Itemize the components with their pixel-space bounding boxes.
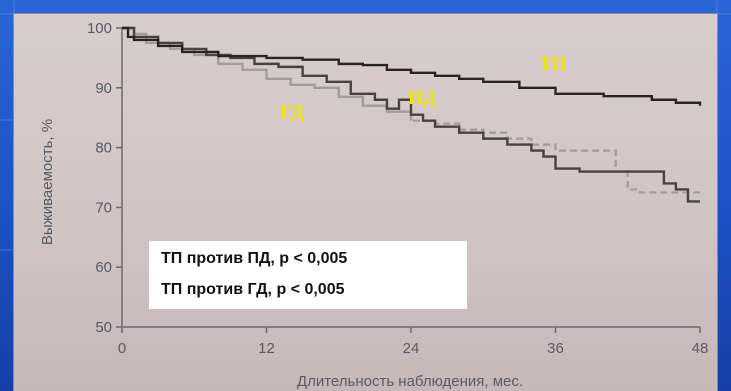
x-axis-title: Длительность наблюдения, мес. [297, 373, 523, 390]
chart-series-layer [122, 26, 702, 203]
chart-tick-labels: 50 60 70 80 90 100 0 12 24 36 48 [87, 20, 708, 357]
y-tick-label: 50 [95, 319, 112, 336]
y-tick-label: 60 [95, 259, 112, 276]
y-tick-label: 70 [95, 199, 112, 216]
series-line-tp [122, 26, 702, 106]
y-axis-title: Выживаемость, % [39, 119, 56, 245]
x-tick-label: 0 [118, 340, 126, 357]
y-tick-label: 100 [87, 20, 112, 37]
x-tick-label: 24 [403, 340, 420, 357]
series-label-pd: ПД [408, 88, 436, 109]
series-label-gd: ГД [280, 102, 304, 123]
series-label-tp: ТП [539, 54, 567, 75]
series-line-gd-dashed [409, 111, 700, 194]
significance-box: ТП против ПД, р < 0,005 ТП против ГД, р … [149, 241, 467, 309]
significance-tp-vs-pd: ТП против ПД, р < 0,005 [161, 250, 348, 267]
y-tick-label: 90 [95, 80, 112, 97]
chart-axes [116, 27, 701, 333]
y-tick-label: 80 [95, 140, 112, 157]
x-tick-label: 36 [547, 340, 564, 357]
series-line-pd [122, 26, 700, 203]
significance-tp-vs-gd: ТП против ГД, р < 0,005 [161, 281, 345, 298]
series-line-gd [122, 26, 413, 121]
x-tick-label: 12 [258, 340, 275, 357]
x-tick-label: 48 [692, 340, 709, 357]
chart-photo [14, 14, 717, 391]
